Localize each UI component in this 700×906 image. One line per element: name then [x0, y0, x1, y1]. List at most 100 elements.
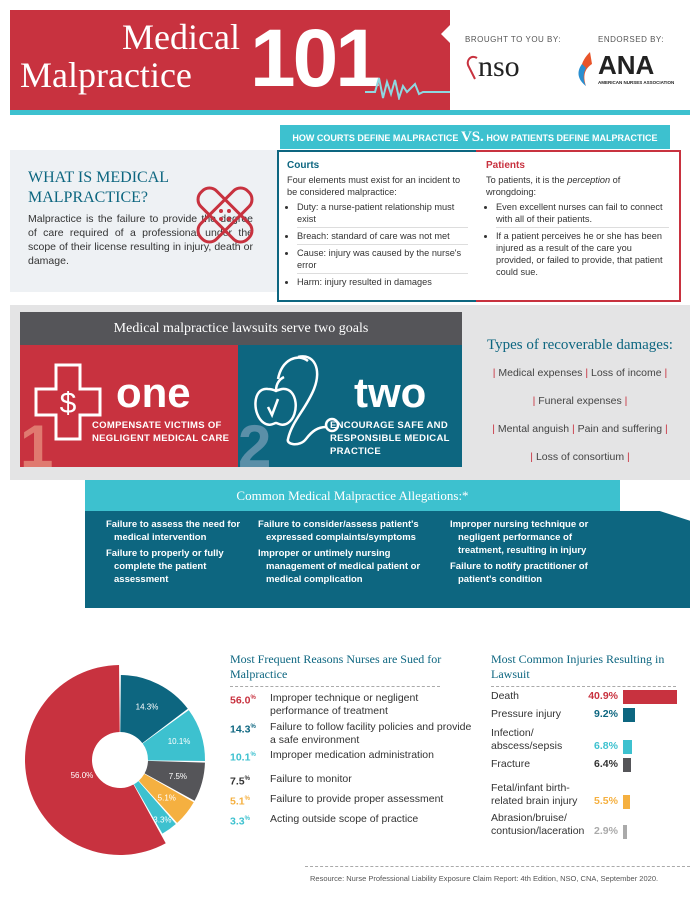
allegation-item: Failure to properly or fully complete th… [106, 548, 224, 585]
intro-emphasis: perception [567, 175, 611, 185]
injury-value: 40.9% [588, 690, 618, 702]
injury-label: Infection/ abscess/sepsis [491, 727, 563, 752]
goal-one-number: 1 [20, 413, 54, 468]
heartbeat-icon [365, 77, 450, 100]
injury-bar [623, 758, 632, 772]
injury-label: Pressure injury [491, 708, 562, 720]
damages-line: | Mental anguish | Pain and suffering | [470, 423, 690, 436]
slice-label: 56.0% [71, 771, 94, 780]
separator: | [569, 423, 578, 435]
allegation-item: Failure to assess the need for medical i… [106, 519, 241, 543]
versus-right: HOW PATIENTS DEFINE MALPRACTICE [486, 133, 658, 143]
title-number: 101 [250, 13, 381, 104]
patients-intro: To patients, it is the perception of wro… [486, 174, 669, 198]
list-item: Duty: a nurse-patient relationship must … [297, 201, 468, 228]
injury-label: Fracture [491, 758, 531, 770]
legend-percent: 56.0 [230, 694, 251, 707]
percent-sign: % [244, 796, 250, 802]
legend-label: Failure to monitor [270, 773, 352, 785]
reasons-chart-title: Most Frequent Reasons Nurses are Sued fo… [230, 652, 442, 681]
patients-heading: Patients [486, 160, 525, 171]
svg-text:$: $ [60, 387, 77, 420]
damages-line: | Funeral expenses | [470, 395, 690, 408]
list-item: Cause: injury was caused by the nurse's … [297, 247, 468, 274]
legend-value: 56.0% [230, 692, 270, 718]
separator: | [530, 451, 536, 463]
bandage-icon [196, 186, 254, 244]
injury-percent: 5.5 [594, 795, 609, 807]
allegations-column: Failure to consider/assess patient's exp… [258, 518, 438, 589]
patients-list: Even excellent nurses can fail to connec… [486, 201, 669, 280]
nso-logo: nso [478, 50, 520, 83]
legend-row: 10.1% Improper medication administration [230, 749, 480, 765]
legend-row: 56.0% Improper technique or negligent per… [230, 692, 480, 718]
goal-one-panel: 1 $ one COMPENSATE VICTIMS OF NEGLIGENT … [20, 345, 238, 467]
percent-sign: % [250, 724, 256, 730]
intro-text: of wrongdoing: [486, 175, 621, 197]
allegations-panel [85, 511, 690, 608]
legend-label: Improper technique or negligent performa… [270, 692, 419, 717]
legend-percent: 10.1 [230, 751, 251, 764]
injury-percent: 6.4 [594, 758, 609, 770]
title-line2: Malpractice [20, 55, 192, 95]
allegation-item: Improper or untimely nursing management … [258, 548, 421, 585]
what-is-title: WHAT IS MEDICAL MALPRACTICE? [28, 169, 169, 206]
injury-value: 6.4% [594, 758, 618, 770]
injury-value: 2.9% [594, 825, 618, 837]
separator: | [492, 423, 498, 435]
separator: | [621, 395, 628, 407]
damages-title: Types of recoverable damages: [487, 337, 673, 353]
damage-item: Medical expenses [498, 367, 583, 379]
title-banner [10, 10, 451, 110]
damage-item: Funeral expenses [538, 395, 622, 407]
list-item: Breach: standard of care was not met [297, 230, 468, 245]
legend-label: Failure to follow facility policies and … [270, 721, 472, 746]
slice-label: 14.3% [136, 702, 159, 711]
goal-one-text: COMPENSATE VICTIMS OF NEGLIGENT MEDICAL … [92, 420, 230, 444]
goal-two-word: two [354, 369, 427, 416]
separator: | [532, 395, 539, 407]
injury-bar [623, 825, 627, 839]
slice-label: 3.3% [153, 815, 171, 824]
injury-percent: 6.8 [594, 740, 609, 752]
legend-value: 5.1% [230, 793, 270, 809]
list-item: Even excellent nurses can fail to connec… [496, 201, 669, 228]
allegations-column: Failure to assess the need for medical i… [106, 518, 256, 589]
goal-one-word: one [116, 369, 191, 416]
donut-slice [25, 665, 166, 855]
damages-line: | Loss of consortium | [470, 451, 690, 464]
legend-value: 14.3% [230, 721, 270, 747]
damage-item: Pain and suffering [577, 423, 663, 435]
legend-percent: 14.3 [230, 723, 251, 736]
percent-sign: % [250, 752, 256, 758]
reasons-donut-chart: 14.3% 10.1% 7.5% 5.1% 3.3% 56.0% [25, 665, 205, 855]
donut-slice [142, 710, 205, 761]
slice-label: 5.1% [158, 794, 176, 803]
legend-row: 3.3% Acting outside scope of practice [230, 813, 480, 829]
percent-sign: % [244, 816, 250, 822]
injury-value: 6.8% [594, 740, 618, 752]
legend-row: 7.5% Failure to monitor [230, 773, 480, 789]
nso-heart-logo-icon [466, 55, 478, 80]
injury-bar [623, 740, 632, 754]
versus-vs: VS. [460, 129, 484, 145]
courts-list: Duty: a nurse-patient relationship must … [287, 201, 468, 290]
divider [491, 686, 676, 687]
injury-bar [623, 795, 631, 809]
injury-label: Death [491, 690, 520, 702]
separator: | [661, 367, 668, 379]
legend-percent: 5.1 [230, 795, 245, 808]
list-item: Harm: injury resulted in damages [297, 276, 468, 290]
legend-value: 7.5% [230, 773, 270, 789]
allegation-item: Improper nursing technique or negligent … [450, 519, 589, 556]
injury-value: 9.2% [594, 708, 618, 720]
percent-sign: % [250, 695, 256, 701]
legend-percent: 7.5 [230, 775, 245, 788]
patients-panel: Patients To patients, it is the percepti… [476, 150, 681, 302]
injury-bar [623, 690, 677, 704]
separator: | [662, 423, 668, 435]
goal-two-text: ENCOURAGE SAFE AND RESPONSIBLE MEDICAL P… [330, 420, 450, 457]
slice-label: 10.1% [168, 737, 191, 746]
legend-label: Failure to provide proper assessment [270, 793, 444, 805]
donut-slice [133, 781, 176, 834]
